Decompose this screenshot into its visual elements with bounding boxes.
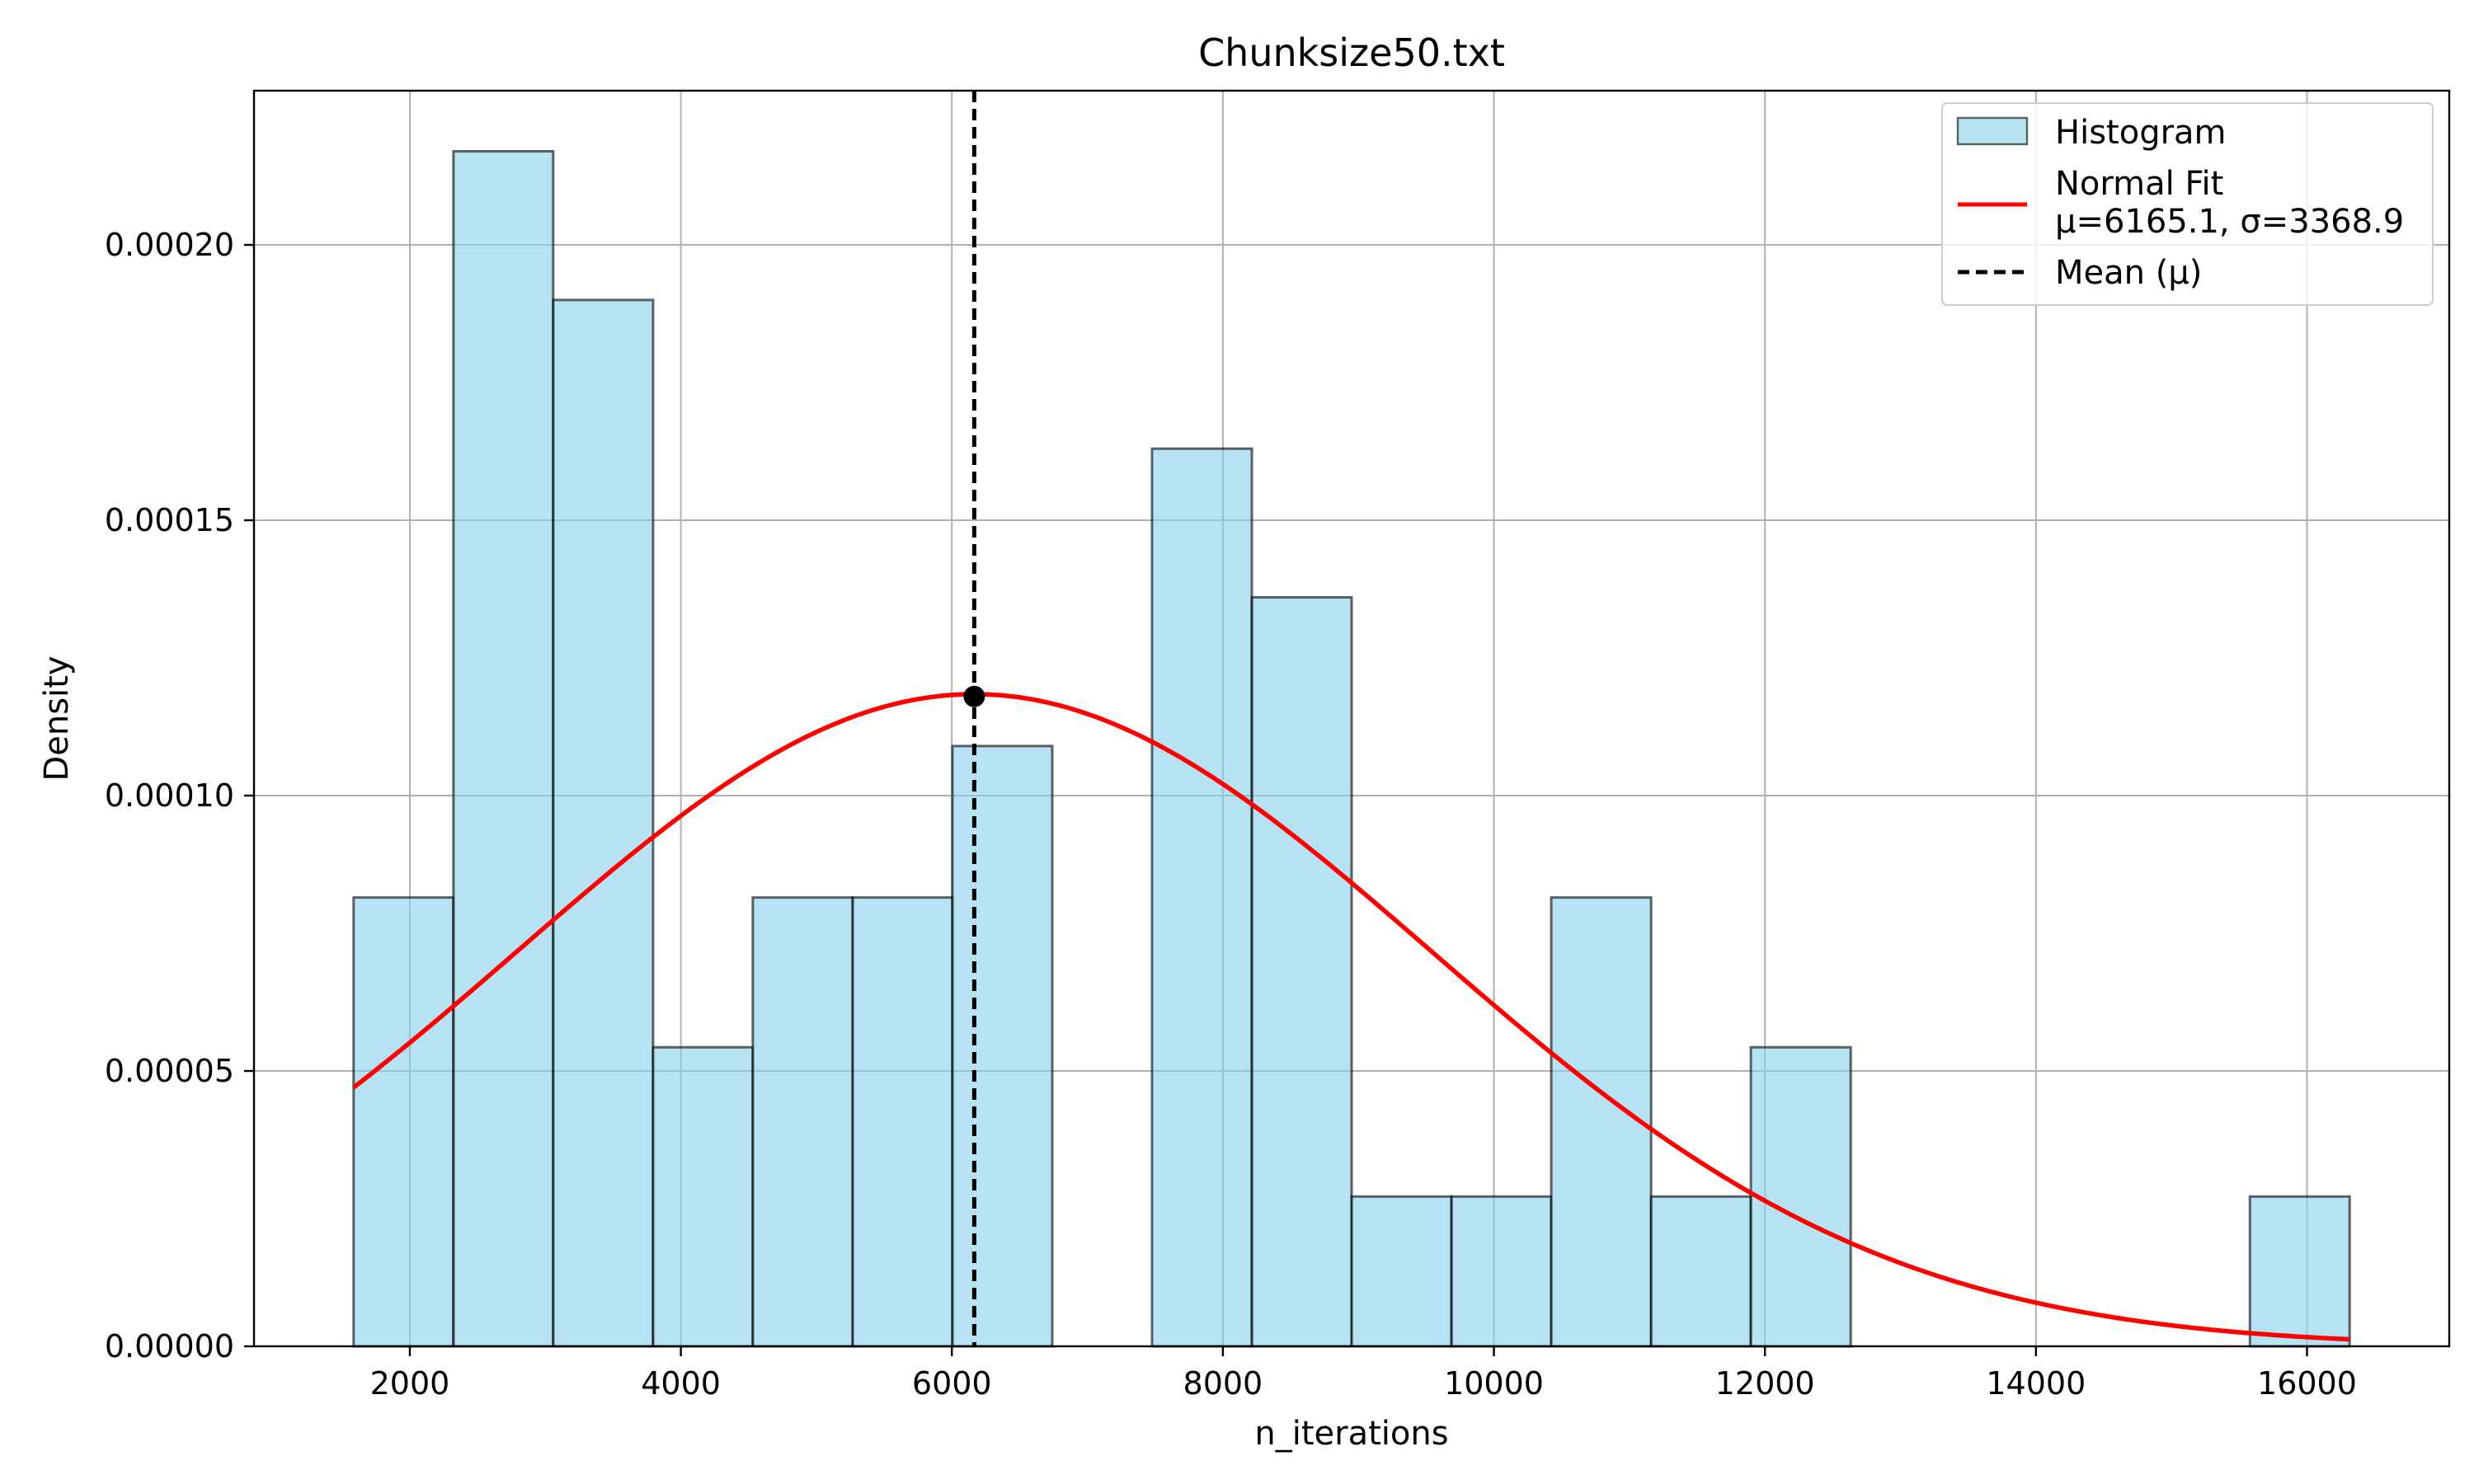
histogram-bar bbox=[951, 744, 1054, 1348]
x-axis-label: n_iterations bbox=[1254, 1415, 1448, 1453]
y-tick-label: 0.00000 bbox=[105, 1328, 234, 1364]
peak-marker bbox=[963, 685, 985, 707]
histogram-bar bbox=[651, 1045, 755, 1348]
x-tick-label: 6000 bbox=[912, 1365, 992, 1402]
legend-histogram-label: Histogram bbox=[2055, 114, 2227, 152]
y-tick-label: 0.00005 bbox=[105, 1053, 234, 1089]
histogram-bar bbox=[452, 149, 555, 1348]
y-tick-label: 0.00015 bbox=[105, 502, 234, 538]
x-tick-label: 14000 bbox=[1986, 1365, 2086, 1402]
x-tick-label: 8000 bbox=[1183, 1365, 1263, 1402]
histogram-bar bbox=[1250, 596, 1353, 1348]
x-tick-label: 12000 bbox=[1715, 1365, 1815, 1402]
legend-histogram-swatch bbox=[1956, 116, 2029, 146]
normal-fit-curve bbox=[352, 692, 2350, 1342]
histogram-bar bbox=[1350, 1195, 1453, 1348]
y-axis-label: Density bbox=[38, 655, 76, 781]
histogram-bar bbox=[751, 896, 854, 1348]
ticks-layer: 2000 4000 6000 8000 10000 12000 14000 16000 0.00… bbox=[105, 227, 2357, 1402]
histogram-bar bbox=[1649, 1195, 1752, 1348]
legend: Histogram Normal Fit μ=6165.1, σ=3368.9 … bbox=[1941, 102, 2434, 306]
legend-normal-fit-params: μ=6165.1, σ=3368.9 bbox=[2055, 203, 2404, 241]
histogram-bar bbox=[1550, 896, 1653, 1348]
x-tick-label: 10000 bbox=[1444, 1365, 1544, 1402]
histogram-bar bbox=[1450, 1195, 1553, 1348]
bars-layer bbox=[352, 149, 2351, 1348]
legend-normal-fit-label: Normal Fit bbox=[2055, 165, 2223, 203]
curve-layer bbox=[352, 685, 2350, 1342]
x-tick-label: 4000 bbox=[641, 1365, 721, 1402]
histogram-bar bbox=[1150, 447, 1253, 1348]
y-tick-label: 0.00010 bbox=[105, 777, 234, 814]
x-tick-label: 2000 bbox=[370, 1365, 450, 1402]
chart-title: Chunksize50.txt bbox=[1198, 31, 1505, 75]
x-tick-label: 16000 bbox=[2257, 1365, 2357, 1402]
histogram-bar bbox=[1749, 1045, 1852, 1348]
histogram-bar bbox=[2248, 1195, 2351, 1348]
plot-frame bbox=[252, 89, 2451, 1348]
legend-box bbox=[1941, 102, 2434, 306]
histogram-bar bbox=[552, 298, 655, 1348]
histogram-bar bbox=[352, 896, 455, 1348]
histogram-bar bbox=[851, 896, 954, 1348]
y-tick-label: 0.00020 bbox=[105, 227, 234, 263]
legend-mean-label: Mean (μ) bbox=[2055, 254, 2202, 292]
